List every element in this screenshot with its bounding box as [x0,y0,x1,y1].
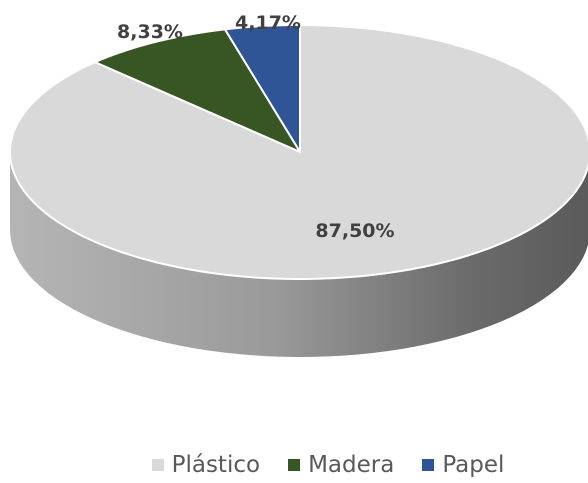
pie-slice-madera [93,28,301,153]
legend-item-plastico: Plástico [151,452,261,478]
legend: Plástico Madera Papel [34,450,588,480]
legend-item-papel: Papel [422,452,504,478]
pie-slice-plastico [9,24,588,280]
data-label-madera: 8,33% [117,21,183,43]
legend-swatch-plastico [151,459,164,471]
legend-label-plastico: Plástico [171,452,261,478]
data-label-papel: 4,17% [235,12,301,34]
pie-chart: 87,50% 8,33% 4,17% [9,12,588,357]
data-label-plastico: 87,50% [315,220,394,242]
legend-swatch-madera [288,459,301,471]
legend-item-madera: Madera [288,452,394,478]
legend-label-madera: Madera [308,452,395,478]
pie-side-plastico [10,151,588,357]
legend-label-papel: Papel [442,452,505,478]
legend-swatch-papel [422,459,435,471]
